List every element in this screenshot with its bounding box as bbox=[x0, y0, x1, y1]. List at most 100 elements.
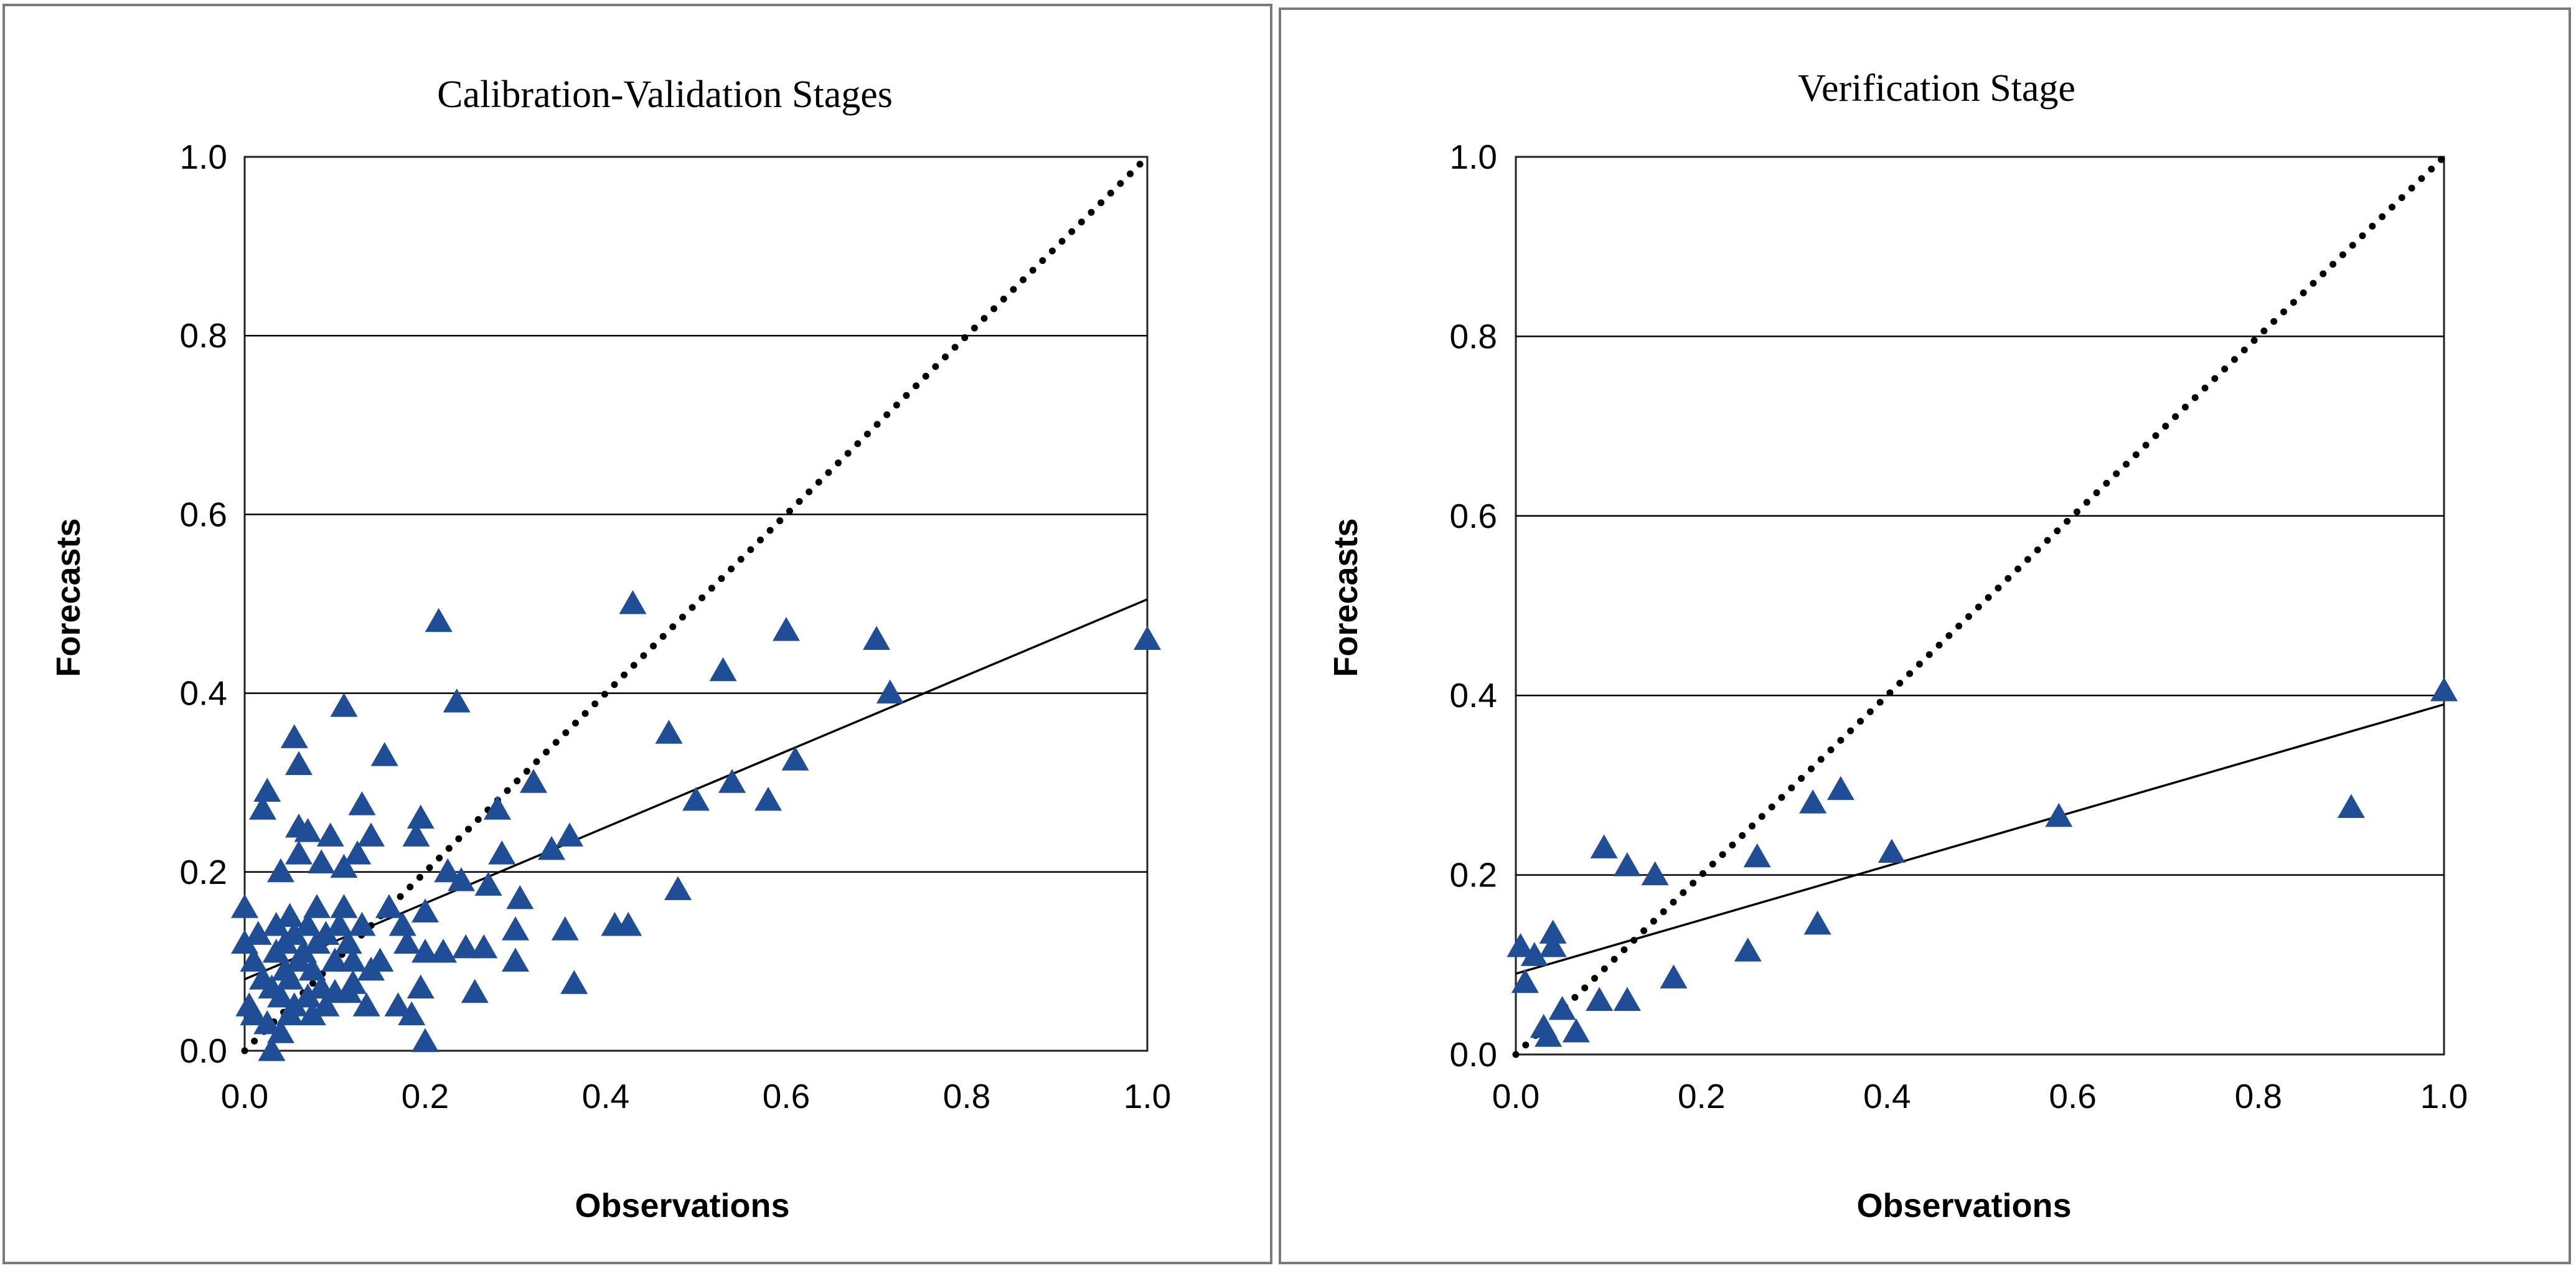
calibration-data-point bbox=[773, 617, 800, 641]
calibration-data-point bbox=[375, 894, 403, 918]
verification-data-point bbox=[1548, 995, 1576, 1020]
calibration-data-point bbox=[556, 822, 583, 847]
calibration-data-point bbox=[280, 724, 308, 748]
verification-data-point bbox=[1641, 861, 1669, 886]
verification-y-axis-label: Forecasts bbox=[1327, 518, 1365, 677]
calibration-data-point bbox=[411, 1028, 439, 1053]
calibration-data-point bbox=[339, 970, 367, 994]
calibration-y-tick-label: 0.6 bbox=[180, 495, 227, 533]
calibration-data-point bbox=[402, 822, 430, 847]
calibration-data-point bbox=[434, 858, 462, 883]
calibration-data-point bbox=[619, 590, 647, 614]
calibration-data-point bbox=[754, 786, 782, 811]
verification-plot: 0.0 0.2 0.4 0.6 0.8 1.0 0.0 0.2 0.4 0.6 0.8 1.0 bbox=[1450, 138, 2468, 1115]
verification-data-point bbox=[1734, 937, 1762, 962]
calibration-data-point bbox=[718, 769, 746, 793]
verification-data-point bbox=[1507, 932, 1535, 957]
calibration-data-point bbox=[276, 903, 304, 928]
calibration-data-point bbox=[240, 947, 268, 972]
verification-data-point bbox=[1590, 834, 1618, 858]
calibration-data-point bbox=[231, 894, 258, 918]
verification-title: Verification Stage bbox=[1798, 67, 2075, 110]
calibration-y-tick-label: 0.0 bbox=[180, 1031, 227, 1070]
verification-y-tick-label: 0.8 bbox=[1450, 317, 1497, 355]
calibration-data-point bbox=[370, 742, 398, 766]
calibration-data-point bbox=[253, 1010, 281, 1035]
calibration-data-point bbox=[240, 1001, 268, 1026]
calibration-data-point bbox=[448, 867, 475, 891]
calibration-data-point bbox=[461, 979, 489, 1003]
calibration-data-point bbox=[262, 911, 290, 936]
calibration-data-point bbox=[298, 956, 326, 981]
calibration-x-axis-label: Observations bbox=[575, 1187, 789, 1224]
calibration-data-point bbox=[357, 822, 385, 847]
calibration-x-tick-label: 0.8 bbox=[943, 1077, 990, 1115]
calibration-data-point bbox=[344, 840, 372, 865]
calibration-data-point bbox=[502, 916, 529, 941]
calibration-data-point bbox=[267, 858, 294, 883]
verification-x-axis-label: Observations bbox=[1856, 1187, 2071, 1224]
verification-data-point bbox=[1826, 776, 1854, 801]
verification-data-point bbox=[2045, 802, 2073, 827]
calibration-data-point bbox=[267, 983, 294, 1008]
verification-data-point bbox=[1520, 942, 1548, 966]
verification-y-tick-label: 0.0 bbox=[1450, 1035, 1497, 1074]
calibration-data-point bbox=[551, 916, 579, 941]
calibration-data-point bbox=[244, 921, 272, 945]
verification-x-tick-label: 0.4 bbox=[1863, 1077, 1911, 1115]
verification-data-point bbox=[1586, 987, 1614, 1011]
calibration-data-point bbox=[502, 947, 529, 972]
calibration-data-point bbox=[348, 791, 376, 815]
calibration-y-tick-label: 0.4 bbox=[180, 674, 227, 713]
calibration-data-point bbox=[231, 929, 258, 954]
calibration-data-point bbox=[393, 929, 421, 954]
calibration-panel: Calibration-Validation Stages 0.00.20.40… bbox=[2, 4, 1272, 1264]
verification-identity-line bbox=[1512, 153, 2448, 1058]
calibration-data-point bbox=[411, 939, 439, 963]
verification-data-point bbox=[1613, 987, 1641, 1011]
calibration-data-point bbox=[276, 965, 304, 990]
calibration-data-point bbox=[298, 1001, 326, 1026]
calibration-x-tick-label: 0.0 bbox=[221, 1077, 268, 1115]
calibration-data-point bbox=[289, 939, 317, 963]
calibration-data-point bbox=[334, 929, 362, 954]
verification-y-tick-label: 0.2 bbox=[1450, 856, 1497, 895]
verification-data-point bbox=[1743, 843, 1771, 868]
calibration-data-point bbox=[312, 992, 340, 1017]
calibration-data-point bbox=[538, 835, 565, 860]
calibration-x-tick-label: 0.6 bbox=[763, 1077, 810, 1115]
calibration-data-point bbox=[430, 939, 457, 963]
verification-data-point bbox=[1539, 919, 1567, 944]
verification-y-tick-label: 0.4 bbox=[1450, 676, 1497, 715]
calibration-data-point bbox=[303, 894, 331, 918]
calibration-data-point bbox=[484, 796, 511, 820]
calibration-y-tick-label: 0.8 bbox=[180, 316, 227, 355]
verification-x-tick-label: 1.0 bbox=[2420, 1077, 2468, 1115]
verification-data-point bbox=[1562, 1018, 1590, 1043]
calibration-data-point bbox=[267, 1019, 294, 1043]
calibration-data-point bbox=[249, 796, 276, 820]
calibration-data-point bbox=[664, 876, 692, 901]
verification-data-point bbox=[1613, 852, 1641, 876]
calibration-data-point bbox=[348, 911, 376, 936]
calibration-data-point bbox=[285, 840, 313, 865]
calibration-data-point bbox=[474, 871, 502, 896]
verification-x-tick-label: 0.2 bbox=[1678, 1077, 1725, 1115]
calibration-data-point bbox=[398, 1001, 426, 1026]
verification-y-tick-label: 1.0 bbox=[1450, 138, 1497, 176]
verification-data-point bbox=[1660, 964, 1688, 989]
calibration-data-point bbox=[560, 970, 588, 994]
calibration-data-point bbox=[308, 849, 336, 873]
calibration-data-point bbox=[411, 898, 439, 923]
calibration-plot: 0.0 0.2 0.4 0.6 0.8 1.0 0.0 0.2 0.4 0.6 0.8 1.0 bbox=[180, 138, 1172, 1115]
calibration-data-point bbox=[709, 657, 737, 682]
calibration-data-point bbox=[294, 818, 322, 842]
calibration-data-point bbox=[1134, 626, 1161, 650]
calibration-data-point bbox=[312, 921, 340, 945]
calibration-data-point bbox=[863, 626, 890, 650]
calibration-data-point bbox=[682, 786, 710, 811]
verification-data-point bbox=[1803, 910, 1831, 935]
calibration-data-point bbox=[876, 679, 904, 704]
verification-data-point bbox=[1535, 1023, 1563, 1047]
verification-data-point bbox=[2337, 794, 2365, 818]
